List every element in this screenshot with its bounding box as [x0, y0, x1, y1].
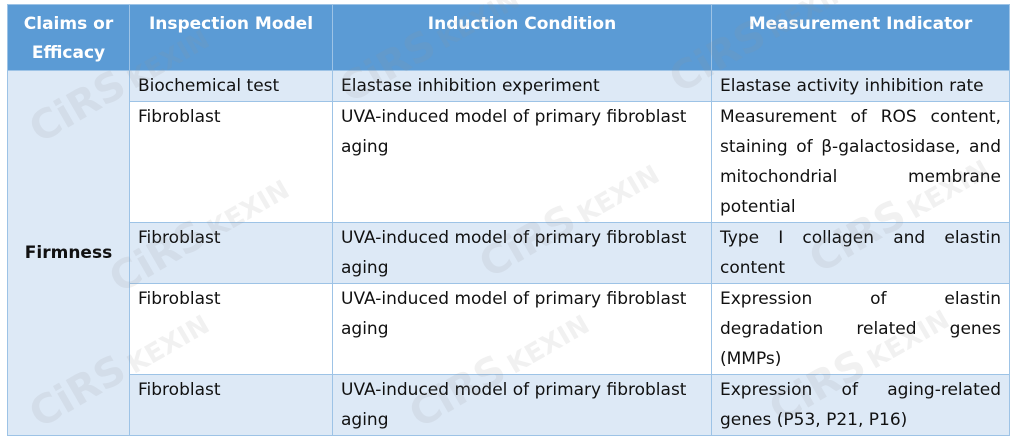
- header-row: Claims or Efficacy Inspection Model Indu…: [7, 4, 1010, 71]
- header-induction-condition: Induction Condition: [332, 4, 712, 71]
- header-inspection-model: Inspection Model: [129, 4, 333, 71]
- model-cell: Fibroblast: [129, 101, 333, 223]
- condition-cell: UVA-induced model of primary fibroblast …: [332, 374, 712, 436]
- model-cell: Fibroblast: [129, 283, 333, 375]
- condition-cell: UVA-induced model of primary fibroblast …: [332, 283, 712, 375]
- table-row: Fibroblast UVA-induced model of primary …: [8, 374, 1010, 436]
- efficacy-table: Claims or Efficacy Inspection Model Indu…: [7, 4, 1010, 436]
- model-cell: Fibroblast: [129, 222, 333, 284]
- model-cell: Biochemical test: [129, 70, 333, 102]
- table-wrapper: Claims or Efficacy Inspection Model Indu…: [7, 4, 1010, 436]
- table-row: Fibroblast UVA-induced model of primary …: [8, 283, 1010, 375]
- indicator-cell: Type I collagen and elastin content: [711, 222, 1010, 284]
- condition-cell: UVA-induced model of primary fibroblast …: [332, 222, 712, 284]
- table-row: Firmness Biochemical test Elastase inhib…: [7, 70, 1010, 436]
- indicator-cell: Expression of aging-related genes (P53, …: [711, 374, 1010, 436]
- condition-cell: Elastase inhibition experiment: [332, 70, 712, 102]
- indicator-cell: Expression of elastin degradation relate…: [711, 283, 1010, 375]
- table-row: Fibroblast UVA-induced model of primary …: [8, 222, 1010, 284]
- model-cell: Fibroblast: [129, 374, 333, 436]
- indicator-cell: Elastase activity inhibition rate: [711, 70, 1010, 102]
- header-measurement-indicator: Measurement Indicator: [711, 4, 1010, 71]
- indicator-cell: Measurement of ROS content, staining of …: [711, 101, 1010, 223]
- table-row: Fibroblast UVA-induced model of primary …: [8, 101, 1010, 223]
- header-claims: Claims or Efficacy: [7, 4, 130, 71]
- condition-cell: UVA-induced model of primary fibroblast …: [332, 101, 712, 223]
- claim-cell: Firmness: [7, 70, 130, 436]
